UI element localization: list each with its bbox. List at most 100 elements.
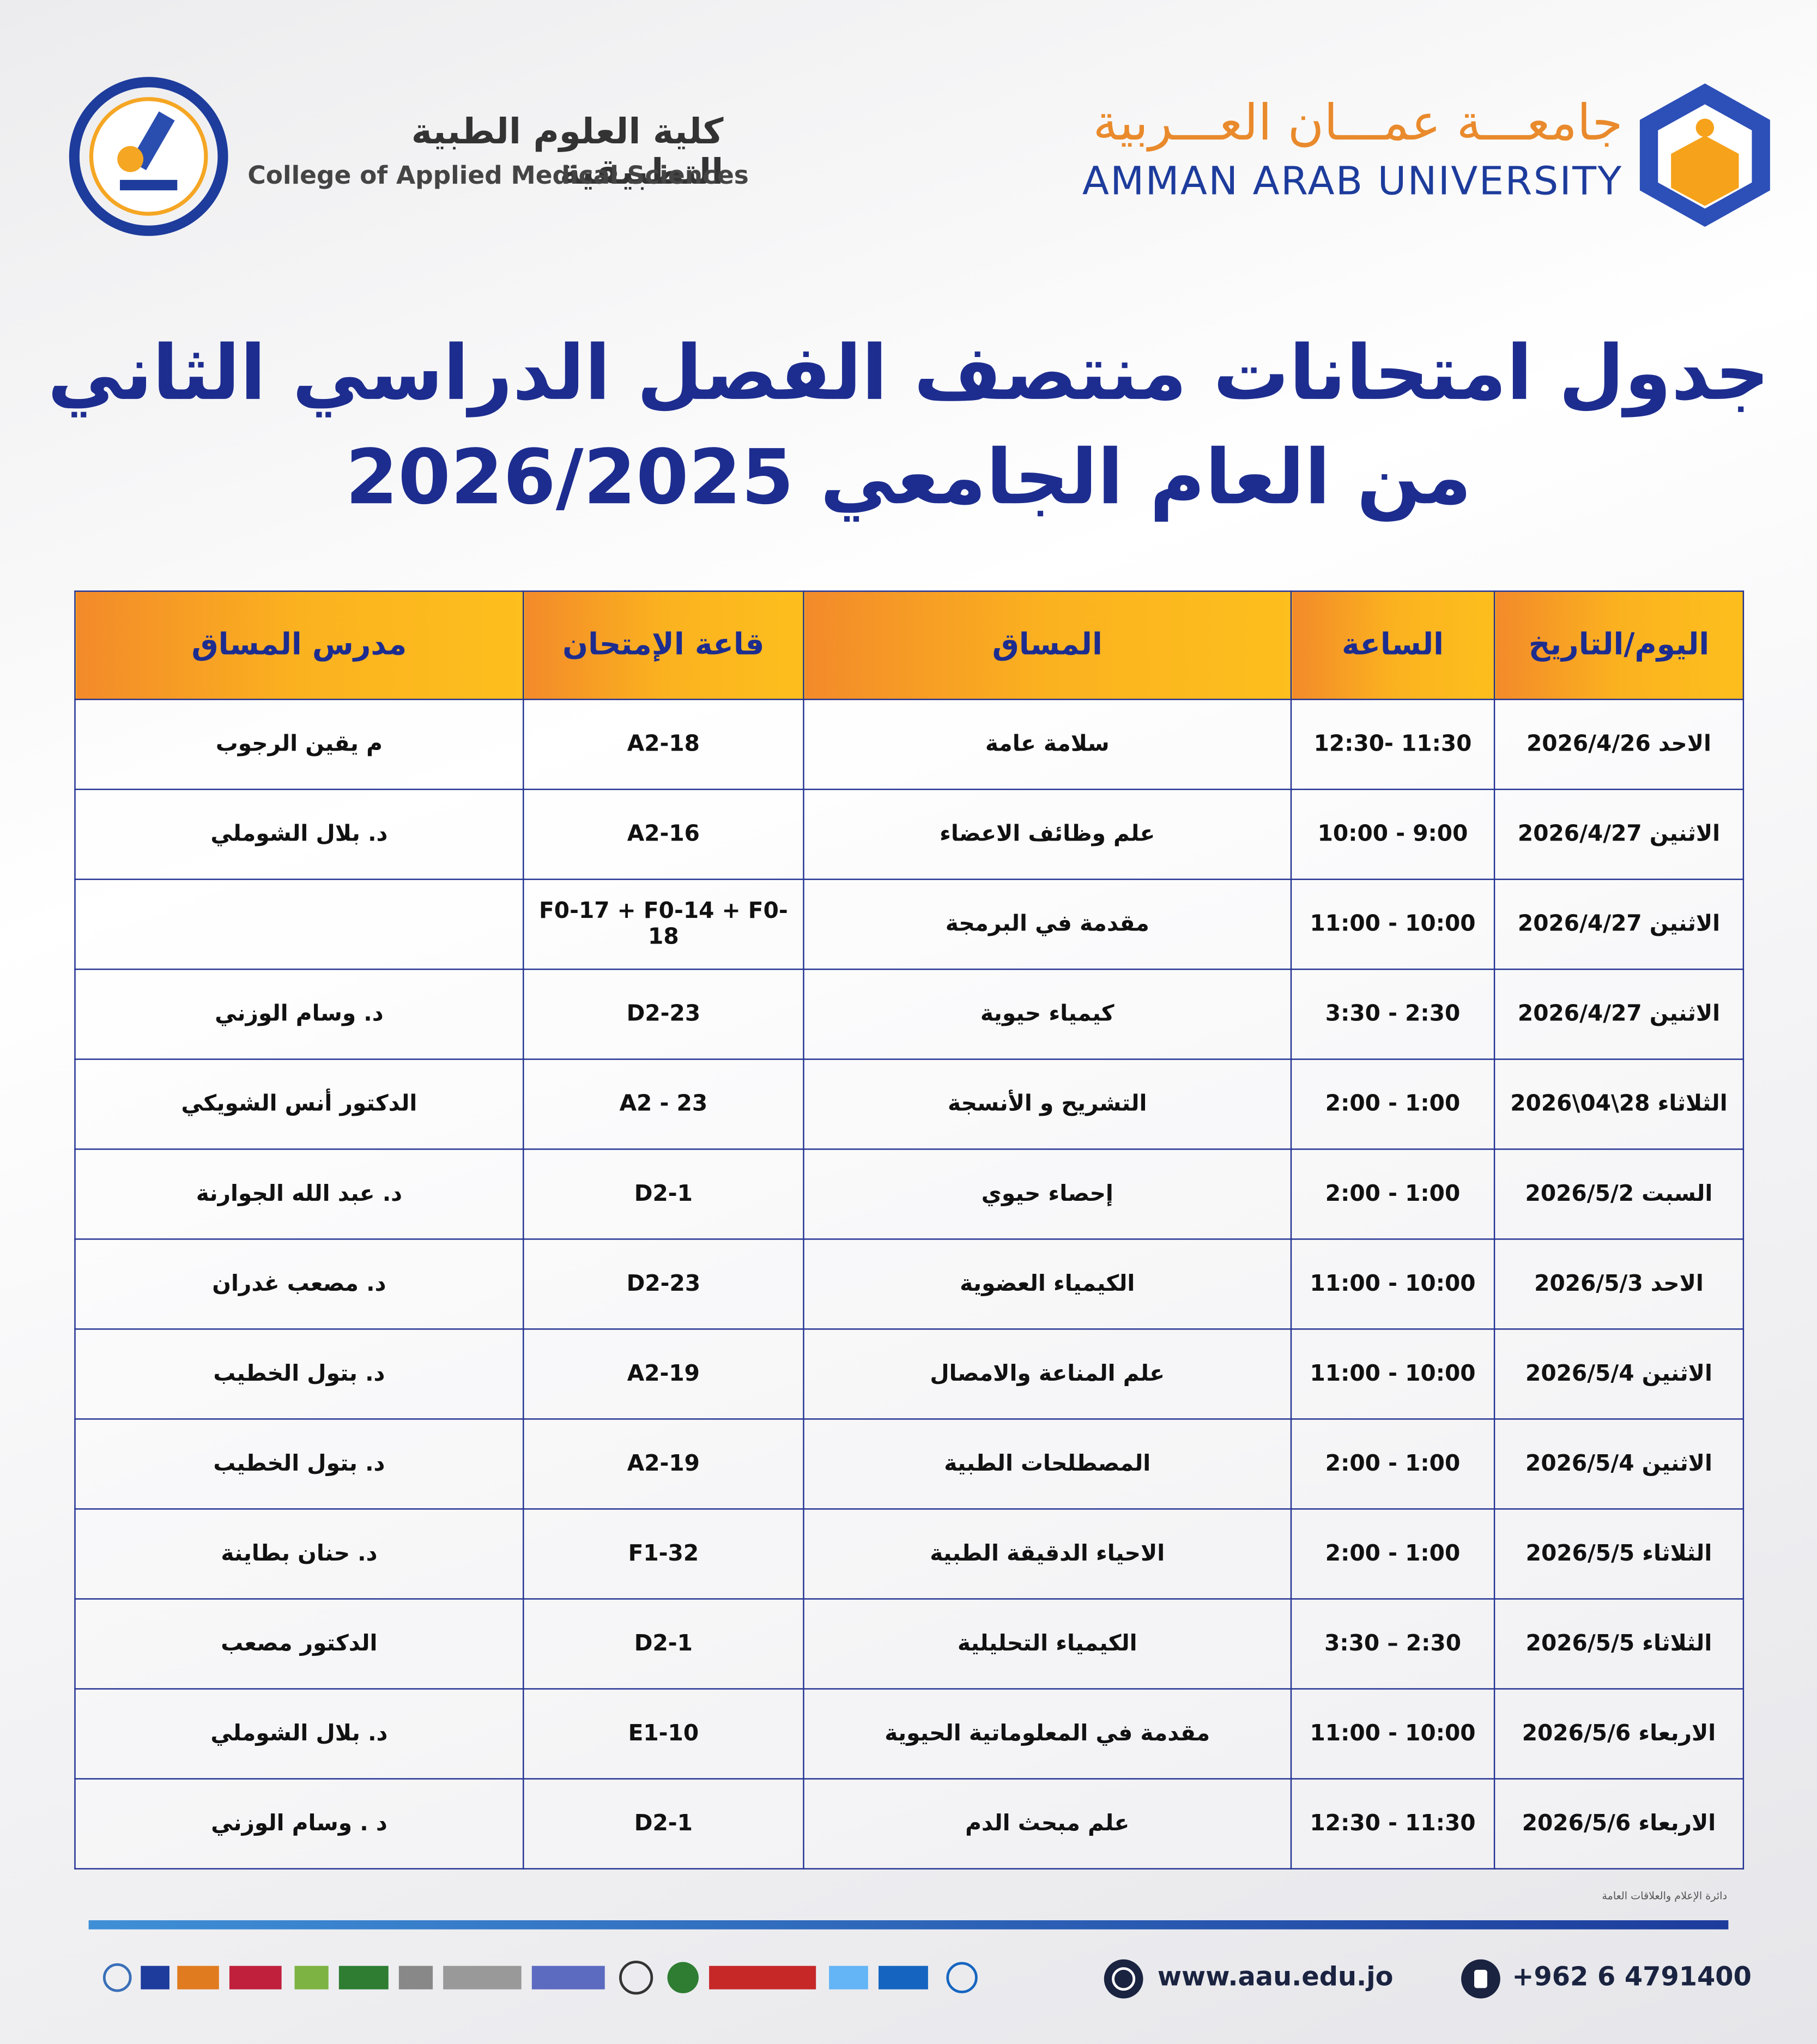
column-header: الساعة [1290, 590, 1495, 700]
table-cell: الاربعاء 2026/5/6 [1493, 1688, 1745, 1780]
column-header: اليوم/التاريخ [1493, 590, 1745, 700]
table-cell: الثلاثاء 2026/5/5 [1493, 1598, 1745, 1690]
table-cell: د. عبد الله الجوارنة [74, 1148, 524, 1240]
column-header: قاعة الإمتحان [523, 590, 804, 700]
table-cell: 11:00 - 10:00 [1290, 879, 1495, 970]
table-row: الثلاثاء 28\04\2026 2:00 - 1:00 التشريح و … [74, 1059, 1745, 1150]
table-cell: مقدمة في المعلوماتية الحيوية [803, 1688, 1292, 1780]
table-cell: الاحد 2026/4/26 [1493, 698, 1745, 790]
college-name-en: College of Applied Medical Sciences [247, 161, 749, 191]
table-cell: د . وسام الوزني [74, 1778, 524, 1870]
table-row: الاربعاء 2026/5/6 12:30 - 11:30 علم مبحث ا… [74, 1778, 1745, 1870]
table-cell: D2-1 [523, 1148, 804, 1240]
table-cell: الاثنين 2026/4/27 [1493, 788, 1745, 880]
table-row: الثلاثاء 2026/5/5 2:00 - 1:00 الاحياء الدق… [74, 1508, 1745, 1600]
table-cell: علم مبحث الدم [803, 1778, 1292, 1870]
phone[interactable]: +962 6 4791400 [1512, 1961, 1752, 1992]
table-cell: الاحياء الدقيقة الطبية [803, 1508, 1292, 1600]
table-cell: 12:30- 11:30 [1290, 698, 1495, 790]
table-cell: D2-1 [523, 1598, 804, 1690]
header-row: اليوم/التاريخ الساعة المساق قاعة الإمتحان مد… [74, 590, 1745, 700]
table-cell: علم المناعة والامصال [803, 1328, 1292, 1420]
table-cell: 2:00 - 1:00 [1290, 1508, 1495, 1600]
table-body: الاحد 2026/4/26 12:30- 11:30 سلامة عامة A2-… [74, 698, 1745, 1870]
table-cell: مقدمة في البرمجة [803, 879, 1292, 970]
accreditation-logos [102, 1961, 978, 1995]
table-cell: 11:00 - 10:00 [1290, 1688, 1495, 1780]
table-row: الاربعاء 2026/5/6 11:00 - 10:00 مقدمة في ا… [74, 1688, 1745, 1780]
schedule-table: اليوم/التاريخ الساعة المساق قاعة الإمتحان مد… [74, 590, 1745, 1870]
table-cell: د. مصعب غدران [74, 1238, 524, 1330]
table-row: الاثنين 2026/4/27 11:00 - 10:00 مقدمة في ا… [74, 879, 1745, 970]
table-cell: 11:00 - 10:00 [1290, 1328, 1495, 1420]
table-cell: د. بلال الشوملي [74, 788, 524, 880]
table-cell: التشريح و الأنسجة [803, 1059, 1292, 1150]
table-cell: الاربعاء 2026/5/6 [1493, 1778, 1745, 1870]
university-name-ar: جامعـــة عمـــان العـــربية [1093, 94, 1623, 152]
table-row: الاحد 2026/5/3 11:00 - 10:00 الكيمياء العض… [74, 1238, 1745, 1330]
table-cell: F0-17 + F0-14 + F0-18 [523, 879, 804, 970]
table-cell: د. وسام الوزني [74, 969, 524, 1060]
table-row: السبت 2026/5/2 2:00 - 1:00 إحصاء حيوي D2-1 د… [74, 1148, 1745, 1240]
table-cell: د. بتول الخطيب [74, 1418, 524, 1510]
table-cell: 2:00 - 1:00 [1290, 1059, 1495, 1150]
table-row: الثلاثاء 2026/5/5 3:30 – 2:30 الكيمياء الت… [74, 1598, 1745, 1690]
title-line2: من العام الجامعي 2026/2025 [345, 433, 1472, 522]
column-header: المساق [803, 590, 1292, 700]
table-row: الاثنين 2026/4/27 10:00 - 9:00 علم وظائف ا… [74, 788, 1745, 880]
web-icon [1104, 1959, 1143, 1999]
table-cell: الكيمياء التحليلية [803, 1598, 1292, 1690]
table-cell: المصطلحات الطبية [803, 1418, 1292, 1510]
table-cell: 10:00 - 9:00 [1290, 788, 1495, 880]
table-cell: الاثنين 2026/5/4 [1493, 1328, 1745, 1420]
table-cell: 11:00 - 10:00 [1290, 1238, 1495, 1330]
table-cell: سلامة عامة [803, 698, 1292, 790]
table-cell: الدكتور أنس الشويكي [74, 1059, 524, 1150]
table-cell: F1-32 [523, 1508, 804, 1600]
table-row: الاحد 2026/4/26 12:30- 11:30 سلامة عامة A2-… [74, 698, 1745, 790]
table-cell: 3:30 - 2:30 [1290, 969, 1495, 1060]
footer-rule [88, 1920, 1729, 1930]
table-cell: A2-16 [523, 788, 804, 880]
table-cell: 2:00 - 1:00 [1290, 1148, 1495, 1240]
table-cell: A2-19 [523, 1418, 804, 1510]
table-cell: 12:30 - 11:30 [1290, 1778, 1495, 1870]
table-cell: كيمياء حيوية [803, 969, 1292, 1060]
table-cell: د. بتول الخطيب [74, 1328, 524, 1420]
table-cell: الدكتور مصعب [74, 1598, 524, 1690]
table-row: الاثنين 2026/5/4 11:00 - 10:00 علم المناعة… [74, 1328, 1745, 1420]
phone-icon [1461, 1959, 1500, 1999]
table-cell: A2-18 [523, 698, 804, 790]
college-logo [69, 77, 228, 236]
table-cell: الاثنين 2026/5/4 [1493, 1418, 1745, 1510]
table-cell: الثلاثاء 2026/5/5 [1493, 1508, 1745, 1600]
table-cell: الكيمياء العضوية [803, 1238, 1292, 1330]
website[interactable]: www.aau.edu.jo [1157, 1961, 1394, 1992]
table-cell: الاثنين 2026/4/27 [1493, 969, 1745, 1060]
table-row: الاثنين 2026/4/27 3:30 - 2:30 كيمياء حيوية… [74, 969, 1745, 1060]
table-cell: D2-1 [523, 1778, 804, 1870]
table-cell: د. حنان بطاينة [74, 1508, 524, 1600]
title-line1: جدول امتحانات منتصف الفصل الدراسي الثاني [47, 328, 1770, 418]
table-row: الاثنين 2026/5/4 2:00 - 1:00 المصطلحات الط… [74, 1418, 1745, 1510]
table-cell: الاثنين 2026/4/27 [1493, 879, 1745, 970]
university-logo [1639, 83, 1770, 227]
college-name-ar: كلية العلوم الطبية التطبيقية [411, 112, 724, 193]
table-cell: إحصاء حيوي [803, 1148, 1292, 1240]
table-cell: A2 - 23 [523, 1059, 804, 1150]
table-cell: 3:30 – 2:30 [1290, 1598, 1495, 1690]
table-cell: م يقين الرجوب [74, 698, 524, 790]
department: دائرة الإعلام والعلاقات العامة [1602, 1890, 1728, 1902]
table-cell: د. بلال الشوملي [74, 1688, 524, 1780]
university-name-en: AMMAN ARAB UNIVERSITY [1082, 159, 1623, 205]
table-cell: E1-10 [523, 1688, 804, 1780]
table-cell: D2-23 [523, 969, 804, 1060]
table-cell: D2-23 [523, 1238, 804, 1330]
table-cell: الثلاثاء 28\04\2026 [1493, 1059, 1745, 1150]
table-cell: الاحد 2026/5/3 [1493, 1238, 1745, 1330]
table-cell: 2:00 - 1:00 [1290, 1418, 1495, 1510]
table-cell [74, 879, 524, 970]
table-cell: علم وظائف الاعضاء [803, 788, 1292, 880]
table-cell: A2-19 [523, 1328, 804, 1420]
